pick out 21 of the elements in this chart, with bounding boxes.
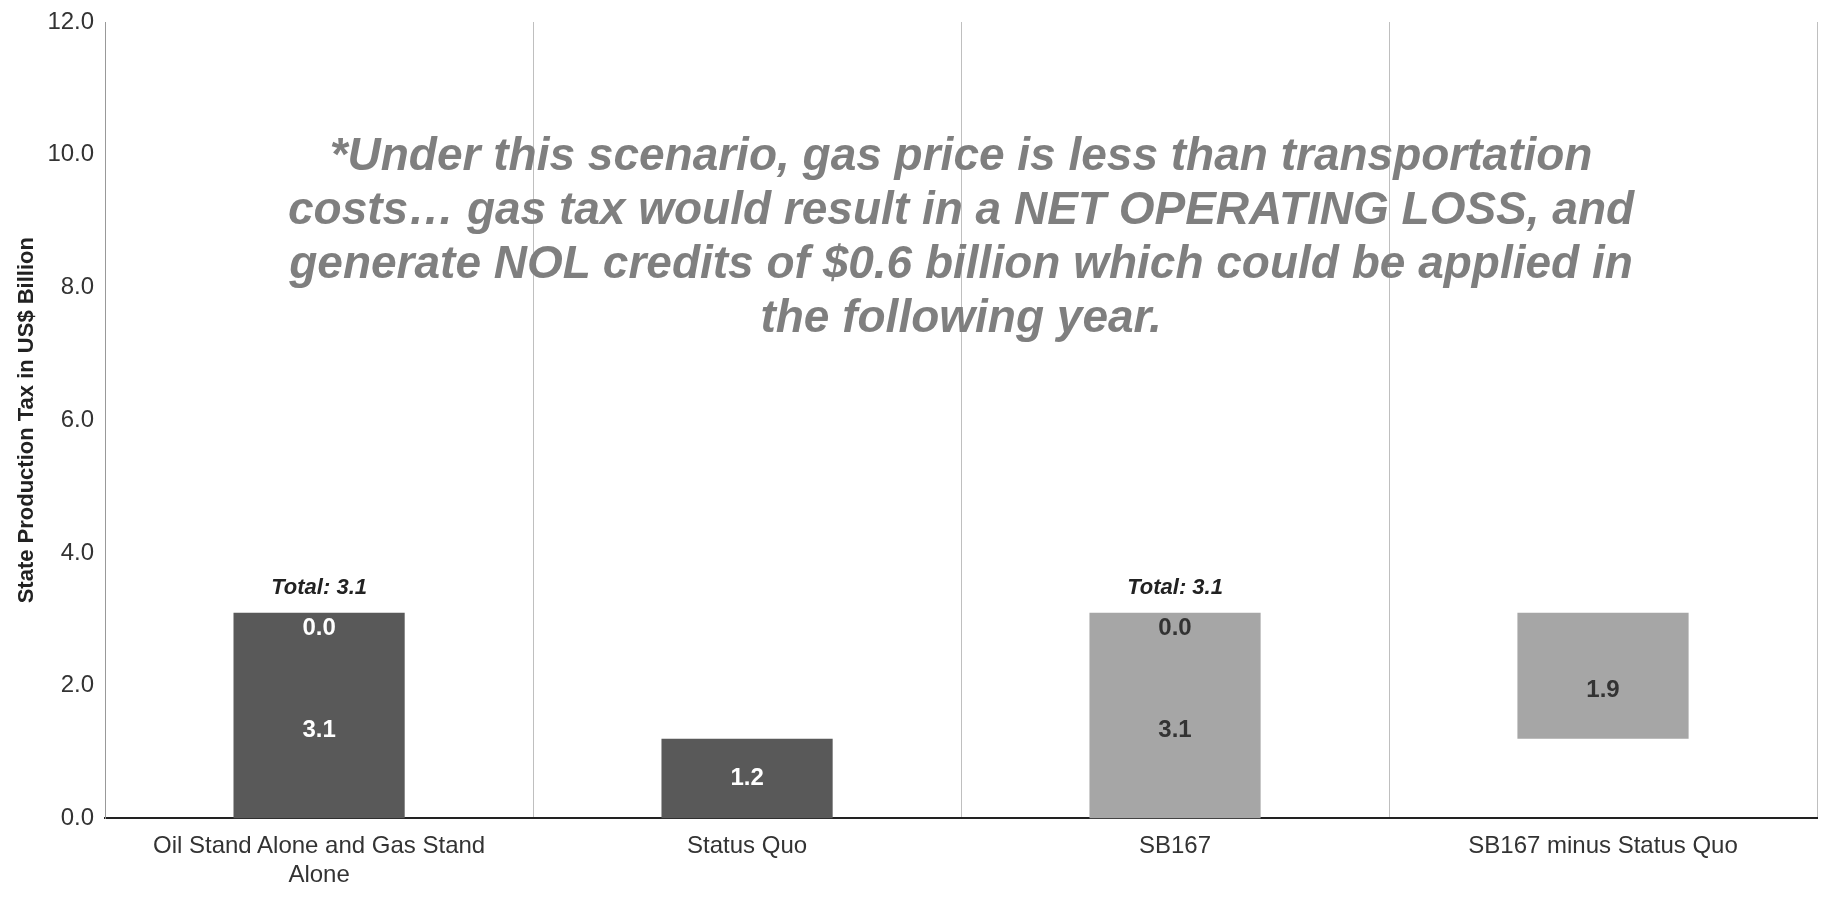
data-label: 1.2 [730, 763, 764, 791]
y-tick-label: 8.0 [60, 272, 95, 300]
data-label: 3.1 [1158, 715, 1192, 743]
y-tick-label: 2.0 [60, 670, 95, 698]
x-tick-label: Status Quo [687, 831, 808, 859]
y-tick-label: 12.0 [47, 6, 95, 34]
annotation: 0.0 [1158, 613, 1192, 641]
y-axis-title: State Production Tax in US$ Billion [13, 237, 39, 604]
x-tick-label: SB167 minus Status Quo [1468, 831, 1738, 859]
y-tick-label: 4.0 [60, 537, 95, 565]
data-label: 1.9 [1586, 675, 1620, 703]
y-tick-label: 0.0 [60, 803, 95, 831]
total-label: Total: 3.1 [1127, 573, 1223, 599]
x-tick-label: Oil Stand Alone and Gas Stand Alone [152, 831, 486, 888]
annotation: *Under this scenario, gas price is less than transportation costs… gas tax would result in a NET OPERATING LOSS, and generate NOL credits of $0.6 billion which could be applied in the following year. [287, 127, 1636, 342]
y-tick-label: 10.0 [47, 139, 95, 167]
y-tick-label: 6.0 [60, 404, 95, 432]
x-tick-label: SB167 [1139, 831, 1212, 859]
annotation: 0.0 [302, 613, 336, 641]
total-label: Total: 3.1 [271, 573, 367, 599]
data-label: 3.1 [302, 715, 336, 743]
